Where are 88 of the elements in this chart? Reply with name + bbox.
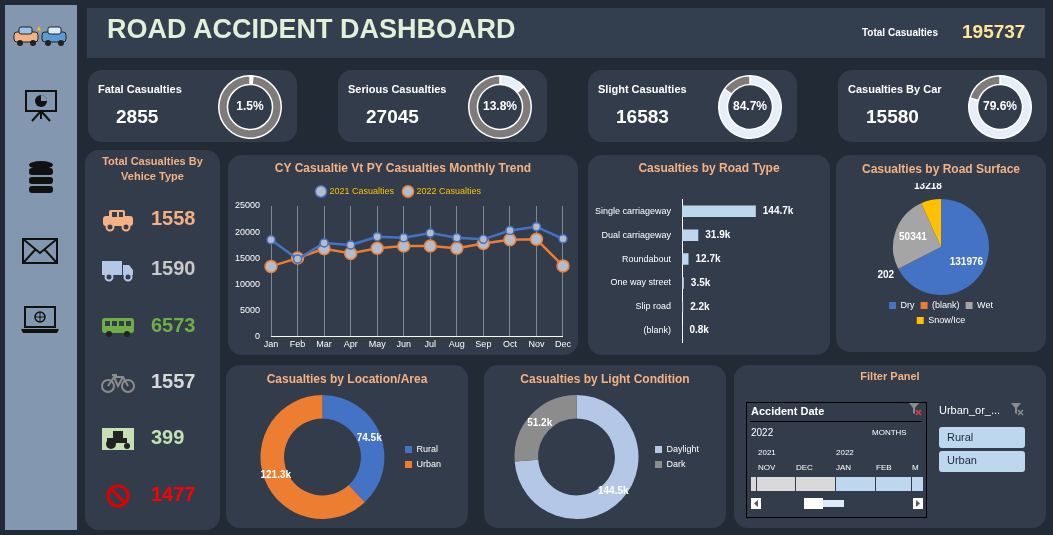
text: 1590: [151, 257, 196, 280]
x-tick-label: Jan: [263, 339, 279, 350]
text: 27045: [366, 106, 419, 128]
y-tick-label: 10000: [235, 278, 261, 289]
chart-title: Casualties by Road Surface: [860, 162, 1022, 176]
y-tick-label: 25000: [235, 200, 261, 211]
data-label: 13218: [914, 180, 943, 192]
text: 1477: [151, 483, 196, 506]
text: 2021: [758, 448, 776, 457]
x-tick-label: Mar: [316, 339, 332, 350]
legend-label: Daylight: [666, 443, 700, 454]
text: Urban: [947, 454, 977, 466]
chart-title: Casualties by Road Type: [637, 161, 781, 175]
y-tick-label: 0: [255, 330, 261, 341]
text: FEB: [876, 463, 892, 472]
text: Casualties By Car: [848, 83, 942, 95]
legend-label: Dry: [900, 299, 916, 310]
legend-label: 2021 Casualties: [329, 185, 395, 196]
chart-title: Casualties by Location/Area: [265, 372, 429, 386]
text: Rural: [947, 431, 974, 443]
x-tick-label: Dec: [554, 339, 572, 350]
data-label: 1.5%: [236, 99, 264, 114]
text: 16583: [616, 106, 669, 128]
y-tick-label: 5000: [240, 304, 261, 315]
data-label: 202: [877, 268, 895, 280]
legend-label: (blank): [932, 299, 960, 310]
legend-label: Snow/Ice: [928, 314, 966, 325]
y-tick-label: (blank): [643, 325, 672, 336]
data-label: 31.9k: [705, 228, 731, 240]
text: Urban_or_...: [939, 404, 1001, 416]
legend-label: Rural: [416, 443, 438, 454]
text: 1558: [151, 207, 196, 230]
chart-title: CY Casualtie Vt PY Casualties Monthly Trend: [273, 161, 533, 175]
y-tick-label: Slip road: [635, 301, 672, 312]
text: NOV: [758, 463, 776, 472]
data-label: 84.7%: [732, 99, 768, 114]
data-label: 131976: [949, 256, 984, 268]
chart-title: Casualties by Light Condition: [519, 372, 691, 386]
text: Fatal Casualties: [98, 83, 182, 95]
data-label: 144.5k: [597, 484, 629, 496]
text: 2855: [116, 106, 159, 128]
y-tick-label: 15000: [235, 252, 261, 263]
y-tick-label: One way street: [610, 277, 672, 288]
x-tick-label: Sep: [475, 339, 492, 350]
data-label: 3.5k: [690, 276, 711, 288]
text: Slight Casualties: [598, 83, 687, 95]
x-tick-label: Jul: [424, 339, 437, 350]
x-tick-label: May: [368, 339, 387, 350]
legend-label: Wet: [977, 299, 994, 310]
text: DEC: [796, 463, 813, 472]
data-label: 51.2k: [527, 416, 553, 428]
text: 2022: [836, 448, 854, 457]
y-tick-label: Single carriageway: [594, 205, 672, 216]
text: Filter Panel: [859, 370, 921, 382]
y-tick-label: Dual carriageway: [601, 229, 672, 240]
data-label: 13.8%: [482, 99, 518, 114]
text: 15580: [866, 106, 919, 128]
legend-label: Dark: [666, 458, 686, 469]
text: M: [912, 463, 919, 472]
data-label: 12.7k: [695, 252, 721, 264]
text: 6573: [151, 314, 196, 337]
data-label: 50341: [899, 230, 928, 242]
text: Total Casualties By Vehice Type: [101, 154, 204, 184]
legend-label: Urban: [416, 458, 441, 469]
text: MONTHS: [872, 428, 907, 437]
text: Total Casualties: [862, 27, 938, 38]
x-tick-label: Jun: [396, 339, 411, 350]
data-label: 74.5k: [356, 432, 383, 444]
text: Serious Casualties: [348, 83, 447, 95]
text: 399: [151, 426, 185, 449]
x-tick-label: Nov: [528, 339, 545, 350]
x-tick-label: Apr: [343, 339, 358, 350]
text: 2022: [751, 427, 774, 438]
data-label: 2.2k: [690, 300, 711, 312]
text: 1557: [151, 370, 196, 393]
y-tick-label: Roundabout: [621, 253, 672, 264]
x-tick-label: Aug: [448, 339, 465, 350]
data-label: 79.6%: [982, 99, 1018, 114]
data-label: 0.8k: [689, 324, 710, 336]
text: JAN: [836, 463, 852, 472]
data-label: 144.7k: [762, 205, 794, 217]
x-tick-label: Feb: [289, 339, 306, 350]
legend-label: 2022 Casualties: [416, 185, 482, 196]
x-tick-label: Oct: [502, 339, 518, 350]
text: ROAD ACCIDENT DASHBOARD: [107, 14, 516, 45]
text: Accident Date: [751, 405, 825, 417]
y-tick-label: 20000: [235, 226, 261, 237]
text: 195737: [962, 21, 1026, 43]
